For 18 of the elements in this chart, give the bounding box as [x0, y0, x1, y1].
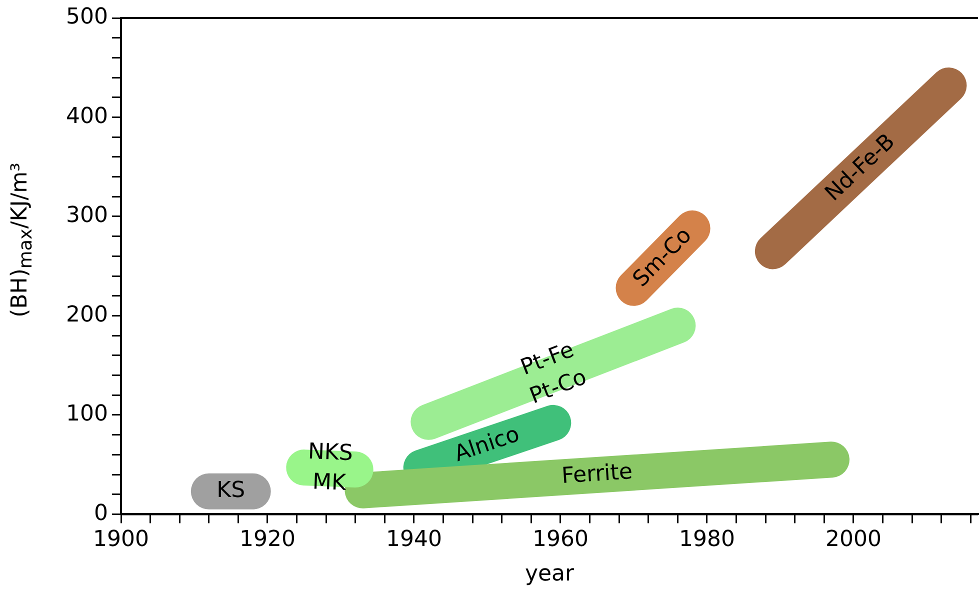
x-tick-label: 1980 — [678, 527, 735, 552]
x-tick-label: 1920 — [239, 527, 296, 552]
y-tick-label: 0 — [94, 500, 108, 526]
x-tick-label: 2000 — [825, 527, 882, 552]
y-tick-label: 400 — [66, 104, 108, 129]
x-tick-label: 1940 — [386, 527, 442, 552]
series-label: Ferrite — [560, 459, 634, 490]
series-label: NKS MK — [307, 439, 354, 496]
x-axis-title: year — [524, 562, 575, 587]
y-tick-label: 100 — [66, 402, 108, 427]
y-tick-label: 500 — [66, 4, 108, 30]
y-tick-label: 200 — [66, 302, 108, 328]
x-tick-label: 1900 — [93, 527, 149, 552]
series-label: KS — [216, 478, 246, 504]
y-tick-label: 300 — [66, 203, 108, 228]
x-tick-label: 1960 — [532, 527, 588, 552]
text: Pt-Fe Pt-Co — [517, 338, 590, 410]
text: Alnico — [451, 422, 523, 468]
